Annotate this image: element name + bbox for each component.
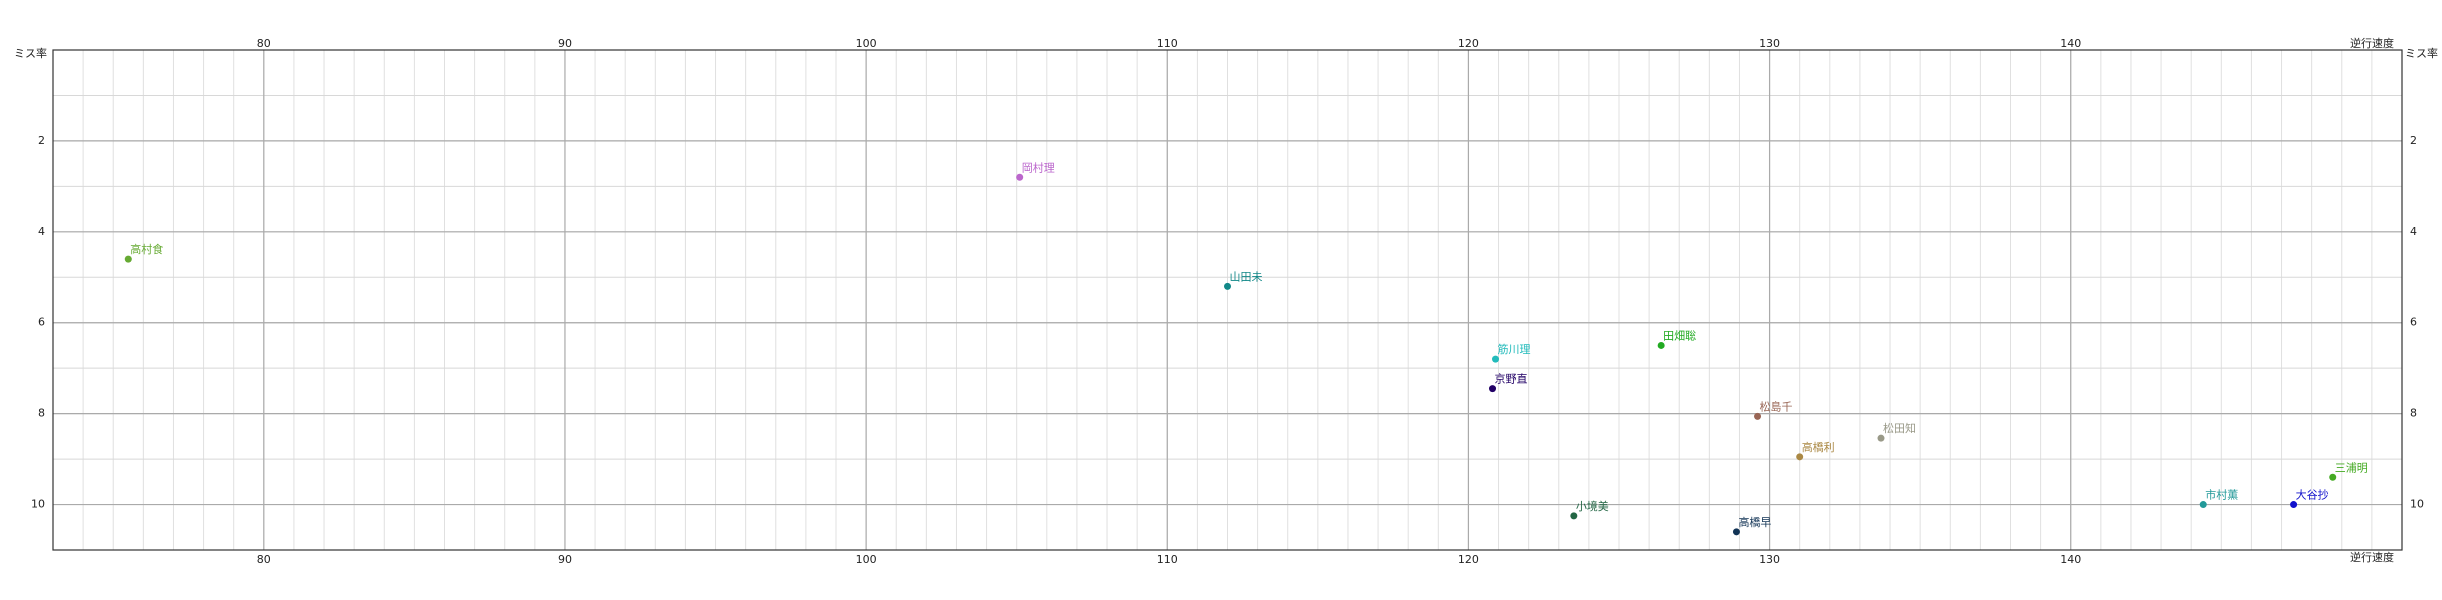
point: [2329, 473, 2337, 481]
point: [1570, 512, 1578, 520]
point-label: 松島千: [1760, 399, 1793, 413]
x-tick-label: 130: [1759, 553, 1780, 566]
x-tick-label: 100: [856, 37, 877, 50]
y-tick-label: 8: [2410, 407, 2417, 420]
x-tick-label: 140: [2060, 37, 2081, 50]
point-label: 高村食: [130, 242, 163, 256]
x-tick-label: 130: [1759, 37, 1780, 50]
point-label: 松田知: [1883, 421, 1916, 435]
point: [1877, 434, 1885, 442]
x-tick-label: 110: [1157, 37, 1178, 50]
y-tick-label: 4: [38, 225, 45, 238]
point-label: 京野直: [1495, 372, 1528, 386]
point-label: 高橋利: [1802, 440, 1835, 454]
x-tick-label: 90: [558, 37, 572, 50]
point-label: 大谷抄: [2296, 488, 2329, 502]
point: [2290, 501, 2298, 509]
point-label: 筋川理: [1498, 342, 1531, 356]
point: [1489, 385, 1497, 393]
x-tick-label: 140: [2060, 553, 2081, 566]
y-tick-label: 10: [31, 498, 45, 511]
x-axis-label-top: 逆行速度: [2350, 36, 2394, 50]
y-tick-label: 8: [38, 407, 45, 420]
point: [1732, 528, 1740, 536]
x-tick-label: 80: [257, 37, 271, 50]
y-tick-label: 10: [2410, 498, 2424, 511]
point: [1492, 355, 1500, 363]
point: [2199, 501, 2207, 509]
y-tick-label: 6: [2410, 316, 2417, 329]
y-tick-label: 2: [38, 134, 45, 147]
point: [1016, 173, 1024, 181]
point: [124, 255, 132, 263]
x-tick-label: 110: [1157, 553, 1178, 566]
point-label: 岡村理: [1022, 160, 1055, 174]
point: [1224, 282, 1231, 290]
x-tick-label: 120: [1458, 553, 1479, 566]
y-tick-label: 4: [2410, 225, 2417, 238]
point: [1657, 341, 1665, 349]
point-label: 小境美: [1576, 499, 1609, 513]
point-label: 三浦明: [2335, 461, 2368, 474]
y-axis-label: ミス率: [14, 46, 47, 60]
point: [1796, 453, 1804, 461]
y-axis-label-right: ミス率: [2405, 46, 2438, 60]
x-axis-label: 逆行速度: [2350, 550, 2394, 564]
x-tick-label: 120: [1458, 37, 1479, 50]
x-tick-label: 80: [257, 553, 271, 566]
y-tick-label: 2: [2410, 134, 2417, 147]
point-label: 田畑聡: [1663, 328, 1696, 342]
point: [1754, 412, 1762, 420]
y-tick-label: 6: [38, 316, 45, 329]
x-tick-label: 90: [558, 553, 572, 566]
point-label: 山田未: [1230, 270, 1263, 283]
plot-frame: [52, 49, 2403, 551]
point-label: 高橋早: [1738, 515, 1771, 529]
x-tick-label: 100: [856, 553, 877, 566]
point-label: 市村薫: [2205, 488, 2238, 502]
